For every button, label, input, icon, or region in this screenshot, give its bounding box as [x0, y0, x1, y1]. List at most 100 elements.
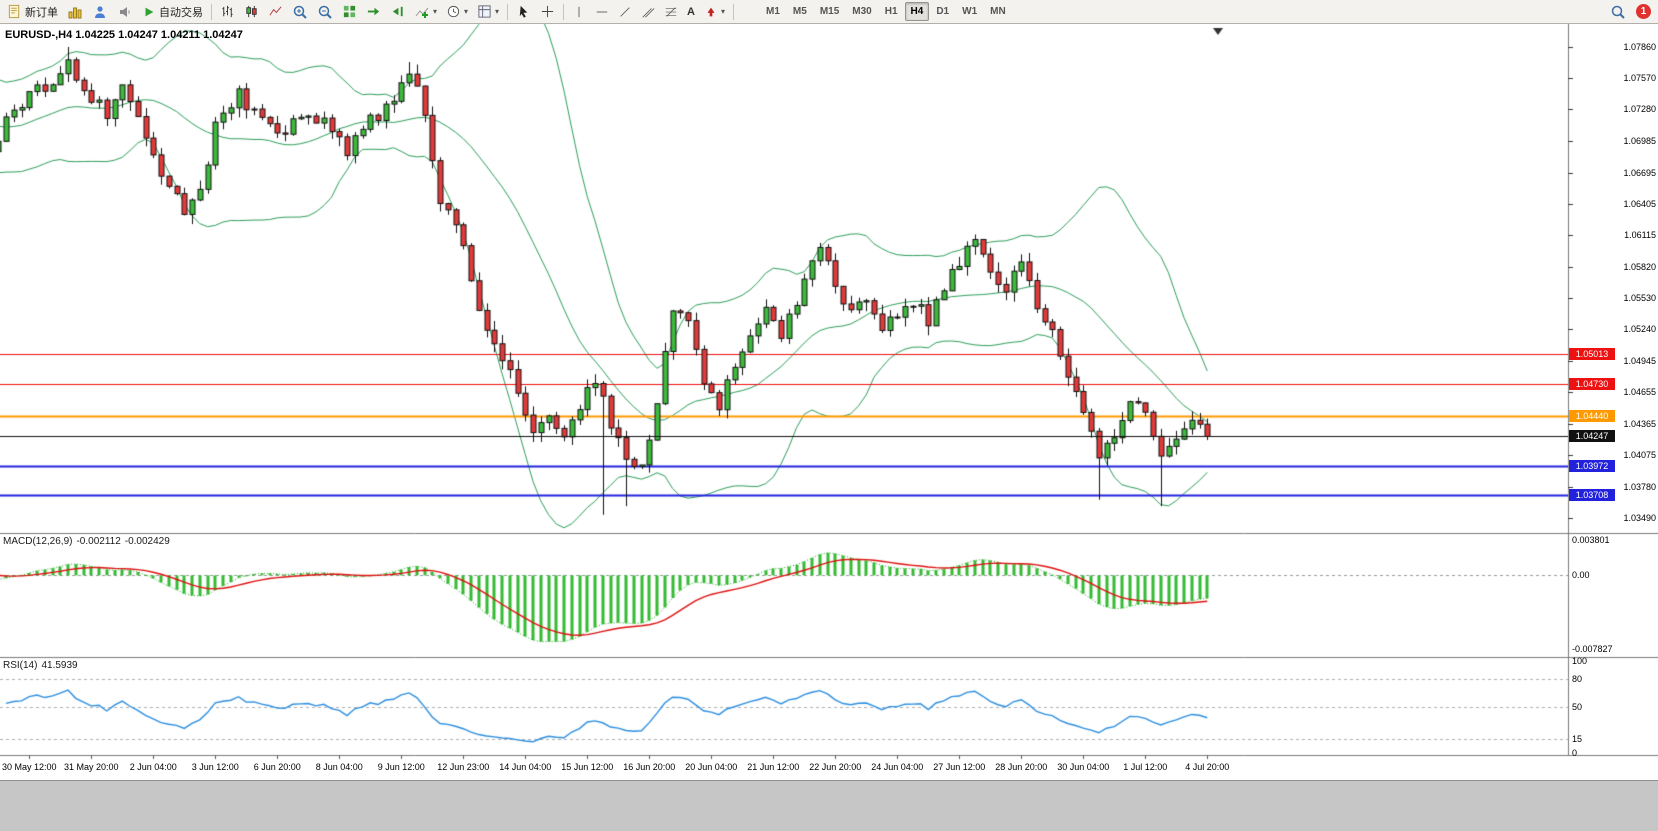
fibonacci-icon [664, 5, 678, 19]
tile-windows-button[interactable] [338, 1, 361, 22]
timeframe-w1[interactable]: W1 [956, 2, 983, 21]
rsi-axis-tick: 50 [1572, 702, 1583, 712]
channel-icon [641, 5, 655, 19]
price-axis-tick: 1.07280 [1623, 104, 1656, 115]
auto-scroll-icon [366, 4, 381, 19]
line-chart-icon [268, 4, 283, 19]
crosshair-icon [540, 4, 555, 19]
candlestick-chart-button[interactable] [240, 1, 263, 22]
template-icon [477, 4, 492, 19]
chevron-down-icon: ▾ [495, 6, 500, 16]
cursor-tool-button[interactable] [512, 1, 535, 22]
search-button[interactable] [1606, 1, 1630, 22]
price-axis-tick: 1.04945 [1623, 356, 1656, 367]
price-axis-tick: 1.07860 [1623, 41, 1656, 52]
timeframe-d1[interactable]: D1 [930, 2, 955, 21]
megaphone-icon [117, 4, 133, 20]
auto-trading-label: 自动交易 [159, 6, 203, 19]
price-axis-tick: 1.03780 [1623, 481, 1656, 492]
chevron-down-icon: ▾ [721, 6, 726, 16]
fibonacci-tool-button[interactable] [660, 1, 682, 22]
toolbar-separator [733, 3, 735, 20]
rsi-indicator-label: RSI(14) 41.5939 [3, 660, 82, 671]
auto-trading-button[interactable]: 自动交易 [138, 1, 207, 22]
price-axis-tick: 1.05530 [1623, 293, 1656, 304]
text-tool-button[interactable]: A [683, 1, 699, 22]
rsi-axis-tick: 0 [1572, 748, 1578, 758]
play-icon [142, 5, 156, 19]
timeframe-m1[interactable]: M1 [760, 2, 786, 21]
price-axis-tick: 1.06115 [1624, 230, 1656, 241]
rsi-axis-tick: 100 [1572, 656, 1588, 666]
price-level-tag: 1.04247 [1569, 430, 1615, 443]
price-axis-tick: 1.04365 [1623, 418, 1656, 429]
auto-scroll-button[interactable] [362, 1, 385, 22]
timeframe-h1[interactable]: H1 [879, 2, 904, 21]
trendline-tool-button[interactable] [614, 1, 636, 22]
macd-indicator-label: MACD(12,26,9) -0.002112 -0.002429 [3, 536, 174, 547]
timeframe-mn[interactable]: MN [984, 2, 1012, 21]
profile-icon [92, 4, 108, 20]
notification-badge[interactable]: 1 [1636, 4, 1651, 19]
market-watch-button[interactable] [63, 1, 87, 22]
bar-chart-button[interactable] [216, 1, 239, 22]
timeframe-m30[interactable]: M30 [846, 2, 877, 21]
rsi-name: RSI(14) [3, 660, 38, 671]
channel-tool-button[interactable] [637, 1, 659, 22]
periods-button[interactable]: ▾ [442, 1, 472, 22]
vertical-line-icon [572, 5, 586, 19]
crosshair-tool-button[interactable] [536, 1, 559, 22]
price-axis-tick: 1.04075 [1623, 449, 1656, 460]
indicators-button[interactable]: ▾ [410, 1, 441, 22]
price-axis-tick: 1.03490 [1623, 513, 1656, 524]
timeframe-m15[interactable]: M15 [814, 2, 845, 21]
arrow-shape-icon [704, 5, 718, 19]
price-axis-tick: 1.06985 [1623, 136, 1656, 147]
candlestick-icon [244, 4, 259, 19]
price-level-tag: 1.03972 [1569, 460, 1615, 473]
price-level-tag: 1.03708 [1569, 488, 1615, 501]
macd-axis-tick: -0.007827 [1572, 643, 1613, 654]
profiles-button[interactable] [88, 1, 112, 22]
chart-canvas[interactable] [0, 24, 1658, 831]
templates-button[interactable]: ▾ [473, 1, 503, 22]
zoom-out-button[interactable] [313, 1, 337, 22]
chevron-down-icon: ▾ [464, 6, 469, 16]
timeframe-group: M1 M5 M15 M30 H1 H4 D1 W1 MN [760, 2, 1012, 21]
price-level-tag: 1.05013 [1569, 347, 1615, 360]
rsi-value: 41.5939 [41, 660, 78, 671]
toolbar-separator [211, 3, 212, 20]
price-axis-tick: 1.06695 [1623, 167, 1656, 178]
alerts-button[interactable] [113, 1, 137, 22]
rsi-axis-tick: 15 [1572, 734, 1583, 745]
price-axis-tick: 1.04655 [1623, 387, 1656, 398]
chart-shift-icon [390, 4, 405, 19]
new-order-icon [7, 4, 22, 19]
chevron-down-icon: ▾ [433, 6, 438, 16]
timeframe-h4[interactable]: H4 [904, 2, 930, 21]
zoom-out-icon [317, 4, 333, 20]
trendline-icon [618, 5, 632, 19]
rsi-axis-tick: 80 [1572, 674, 1583, 685]
horizontal-line-tool-button[interactable] [591, 1, 613, 22]
toolbar-right-group: 1 [1606, 1, 1655, 22]
timeframe-m5[interactable]: M5 [787, 2, 813, 21]
price-axis-tick: 1.05240 [1623, 324, 1656, 335]
price-axis-tick: 1.05820 [1623, 261, 1656, 272]
new-order-button[interactable]: 新订单 [3, 1, 62, 22]
vertical-line-tool-button[interactable] [568, 1, 590, 22]
price-axis-tick: 1.07570 [1623, 73, 1656, 84]
search-icon [1610, 4, 1626, 20]
chart-shift-button[interactable] [386, 1, 409, 22]
macd-name: MACD(12,26,9) [3, 536, 73, 547]
price-level-tag: 1.04730 [1569, 378, 1615, 391]
macd-value-main: -0.002112 [76, 536, 121, 547]
line-chart-button[interactable] [264, 1, 287, 22]
status-bar [0, 780, 1658, 831]
arrows-tool-button[interactable]: ▾ [700, 1, 729, 22]
new-order-label: 新订单 [25, 6, 58, 19]
zoom-in-button[interactable] [288, 1, 312, 22]
text-icon: A [687, 5, 695, 18]
bar-chart-icon [220, 4, 235, 19]
